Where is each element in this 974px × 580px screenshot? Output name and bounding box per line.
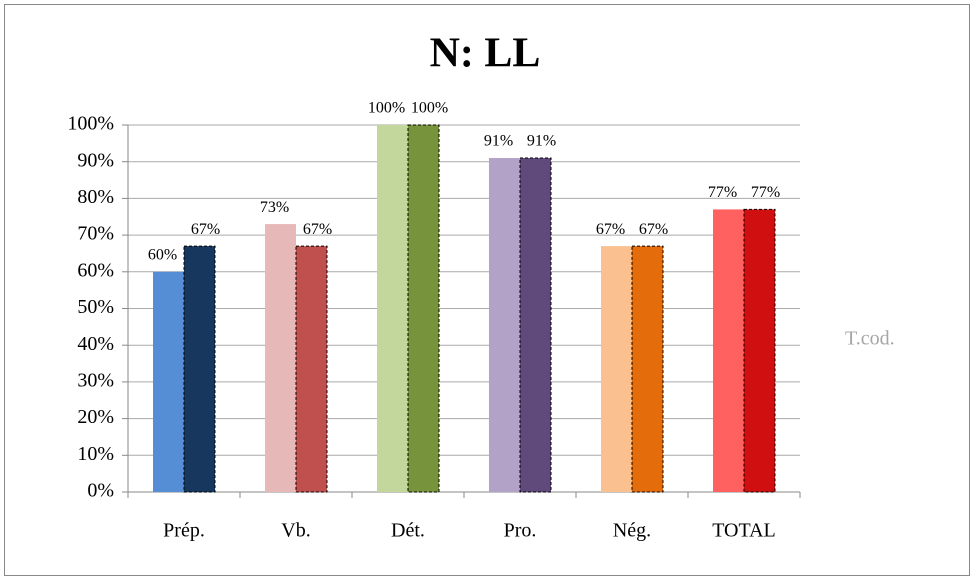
data-label: 91% — [527, 133, 556, 150]
bar — [489, 158, 520, 492]
bar — [519, 157, 552, 493]
data-label: 91% — [484, 133, 513, 150]
bar — [407, 124, 440, 493]
bar — [631, 245, 664, 493]
x-tick-label: Vb. — [281, 520, 310, 542]
y-tick-label: 20% — [77, 406, 114, 428]
bar — [183, 245, 216, 493]
legend-label: T.cod. — [845, 328, 895, 350]
bar — [265, 224, 296, 492]
data-label: 77% — [751, 184, 780, 201]
bar — [601, 246, 632, 492]
bar — [153, 271, 184, 492]
y-tick-label: 10% — [77, 443, 114, 465]
data-label: 67% — [303, 221, 332, 238]
x-tick-label: Nég. — [613, 520, 651, 542]
data-label: 60% — [148, 246, 177, 263]
y-tick-label: 80% — [77, 186, 114, 208]
y-tick-label: 30% — [77, 369, 114, 391]
y-tick-label: 40% — [77, 333, 114, 355]
bar — [377, 125, 408, 492]
x-tick-label: Prép. — [163, 520, 205, 542]
data-label: 77% — [708, 184, 737, 201]
y-tick-label: 50% — [77, 296, 114, 318]
y-tick-label: 0% — [87, 480, 114, 502]
data-label: 100% — [368, 100, 405, 117]
chart-title: N: LL — [430, 31, 541, 77]
data-label: 73% — [260, 199, 289, 216]
y-tick-label: 60% — [77, 259, 114, 281]
bar — [295, 245, 328, 493]
x-tick-label: TOTAL — [712, 520, 776, 542]
y-tick-label: 70% — [77, 223, 114, 245]
data-label: 67% — [596, 221, 625, 238]
bar — [713, 209, 744, 492]
data-label: 67% — [191, 221, 220, 238]
x-tick-label: Pro. — [504, 520, 537, 542]
data-label: 67% — [639, 221, 668, 238]
chart-border — [4, 4, 970, 576]
y-tick-label: 90% — [77, 149, 114, 171]
x-tick-label: Dét. — [391, 520, 425, 542]
bar — [743, 208, 776, 493]
data-label: 100% — [411, 100, 448, 117]
y-tick-label: 100% — [67, 113, 114, 135]
